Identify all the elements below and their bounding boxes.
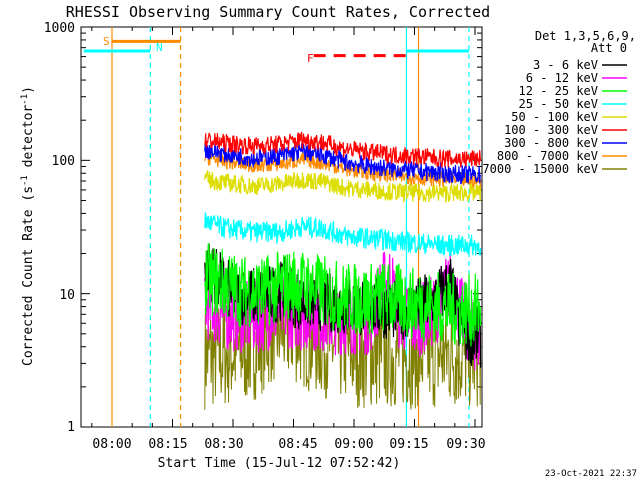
- y-axis-label-main: Corrected Count Rate (s: [21, 186, 36, 366]
- plot-border: [80, 26, 483, 428]
- x-tick-label-0845: 08:45: [278, 437, 317, 452]
- y-axis-label-end: ): [21, 86, 36, 94]
- legend-label: 3 - 6 keV: [533, 58, 598, 72]
- y-tick-label-100: 100: [52, 154, 75, 169]
- axis-ticks: [81, 27, 482, 428]
- series-line: [204, 142, 482, 185]
- legend-label: 12 - 25 keV: [519, 84, 598, 98]
- y-tick-label-1: 1: [67, 420, 75, 435]
- y-axis-label-sup2: -1: [20, 94, 30, 105]
- y-tick-label-1000: 1000: [44, 21, 75, 36]
- x-axis-label: Start Time (15-Jul-12 07:52:42): [158, 456, 401, 471]
- legend-label: 50 - 100 keV: [511, 110, 598, 124]
- night-label: N: [156, 41, 163, 54]
- series-line: [204, 131, 482, 168]
- x-tick-label-0915: 09:15: [389, 437, 428, 452]
- legend-label: 300 - 800 keV: [504, 136, 598, 150]
- series-line: [204, 170, 482, 204]
- flare-label: F: [307, 52, 314, 65]
- legend-title-1: Det 1,3,5,6,9,: [535, 29, 636, 43]
- legend-label: 6 - 12 keV: [526, 71, 598, 85]
- legend-title-2: Att 0: [591, 41, 627, 55]
- x-tick-label-0900: 09:00: [334, 437, 373, 452]
- chart-title: RHESSI Observing Summary Count Rates, Co…: [66, 3, 490, 21]
- legend-label: 100 - 300 keV: [504, 123, 598, 137]
- observing-intervals: [83, 27, 470, 427]
- x-tick-label-0830: 08:30: [204, 437, 243, 452]
- legend-label: 25 - 50 keV: [519, 97, 598, 111]
- series-line: [204, 242, 482, 347]
- saa-label: S: [103, 35, 110, 48]
- x-tick-label-0815: 08:15: [148, 437, 187, 452]
- legend-label: 800 - 7000 keV: [497, 149, 598, 163]
- legend-label: 7000 - 15000 keV: [482, 162, 598, 176]
- y-tick-label-10: 10: [59, 288, 75, 303]
- y-axis-label-mid: detector: [21, 105, 36, 176]
- series-line: [204, 211, 482, 256]
- y-axis-label: Corrected Count Rate (s-1 detector-1): [20, 86, 36, 366]
- x-tick-label-0800: 08:00: [92, 437, 131, 452]
- timestamp: 23-Oct-2021 22:37: [545, 469, 637, 479]
- plot-frame: [80, 26, 483, 428]
- x-tick-label-0930: 09:30: [446, 437, 485, 452]
- y-axis-label-sup1: -1: [20, 175, 30, 186]
- series-lines: [204, 131, 482, 410]
